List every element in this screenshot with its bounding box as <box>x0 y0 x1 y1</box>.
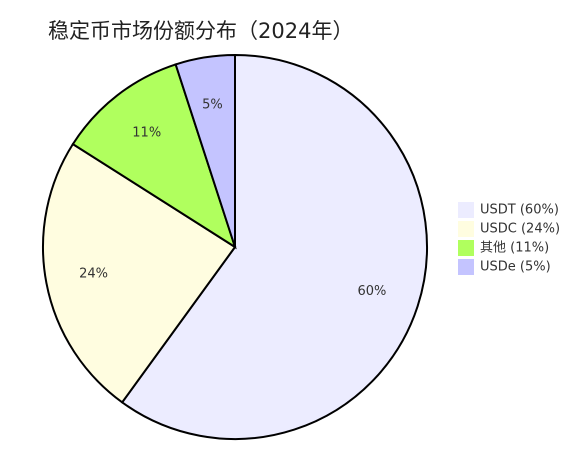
data-label: 24% <box>79 266 108 281</box>
pie-slice <box>120 53 428 440</box>
legend-label: USDC (24%) <box>480 222 560 237</box>
chart-title: 稳定币市场份额分布（2024年） <box>48 19 353 43</box>
legend-label: USDe (5%) <box>480 260 551 275</box>
pie-slice <box>71 63 237 250</box>
data-label: 5% <box>202 97 223 112</box>
legend-label: 其他 (11%) <box>480 241 549 256</box>
pie-slice <box>42 142 237 404</box>
legend-swatch <box>458 221 474 237</box>
pie-slice <box>174 53 236 248</box>
data-label: 11% <box>132 126 161 141</box>
legend-label: USDT (60%) <box>480 203 559 218</box>
data-label: 60% <box>357 284 386 299</box>
legend-swatch <box>458 240 474 256</box>
legend-swatch <box>458 202 474 218</box>
legend-swatch <box>458 259 474 275</box>
